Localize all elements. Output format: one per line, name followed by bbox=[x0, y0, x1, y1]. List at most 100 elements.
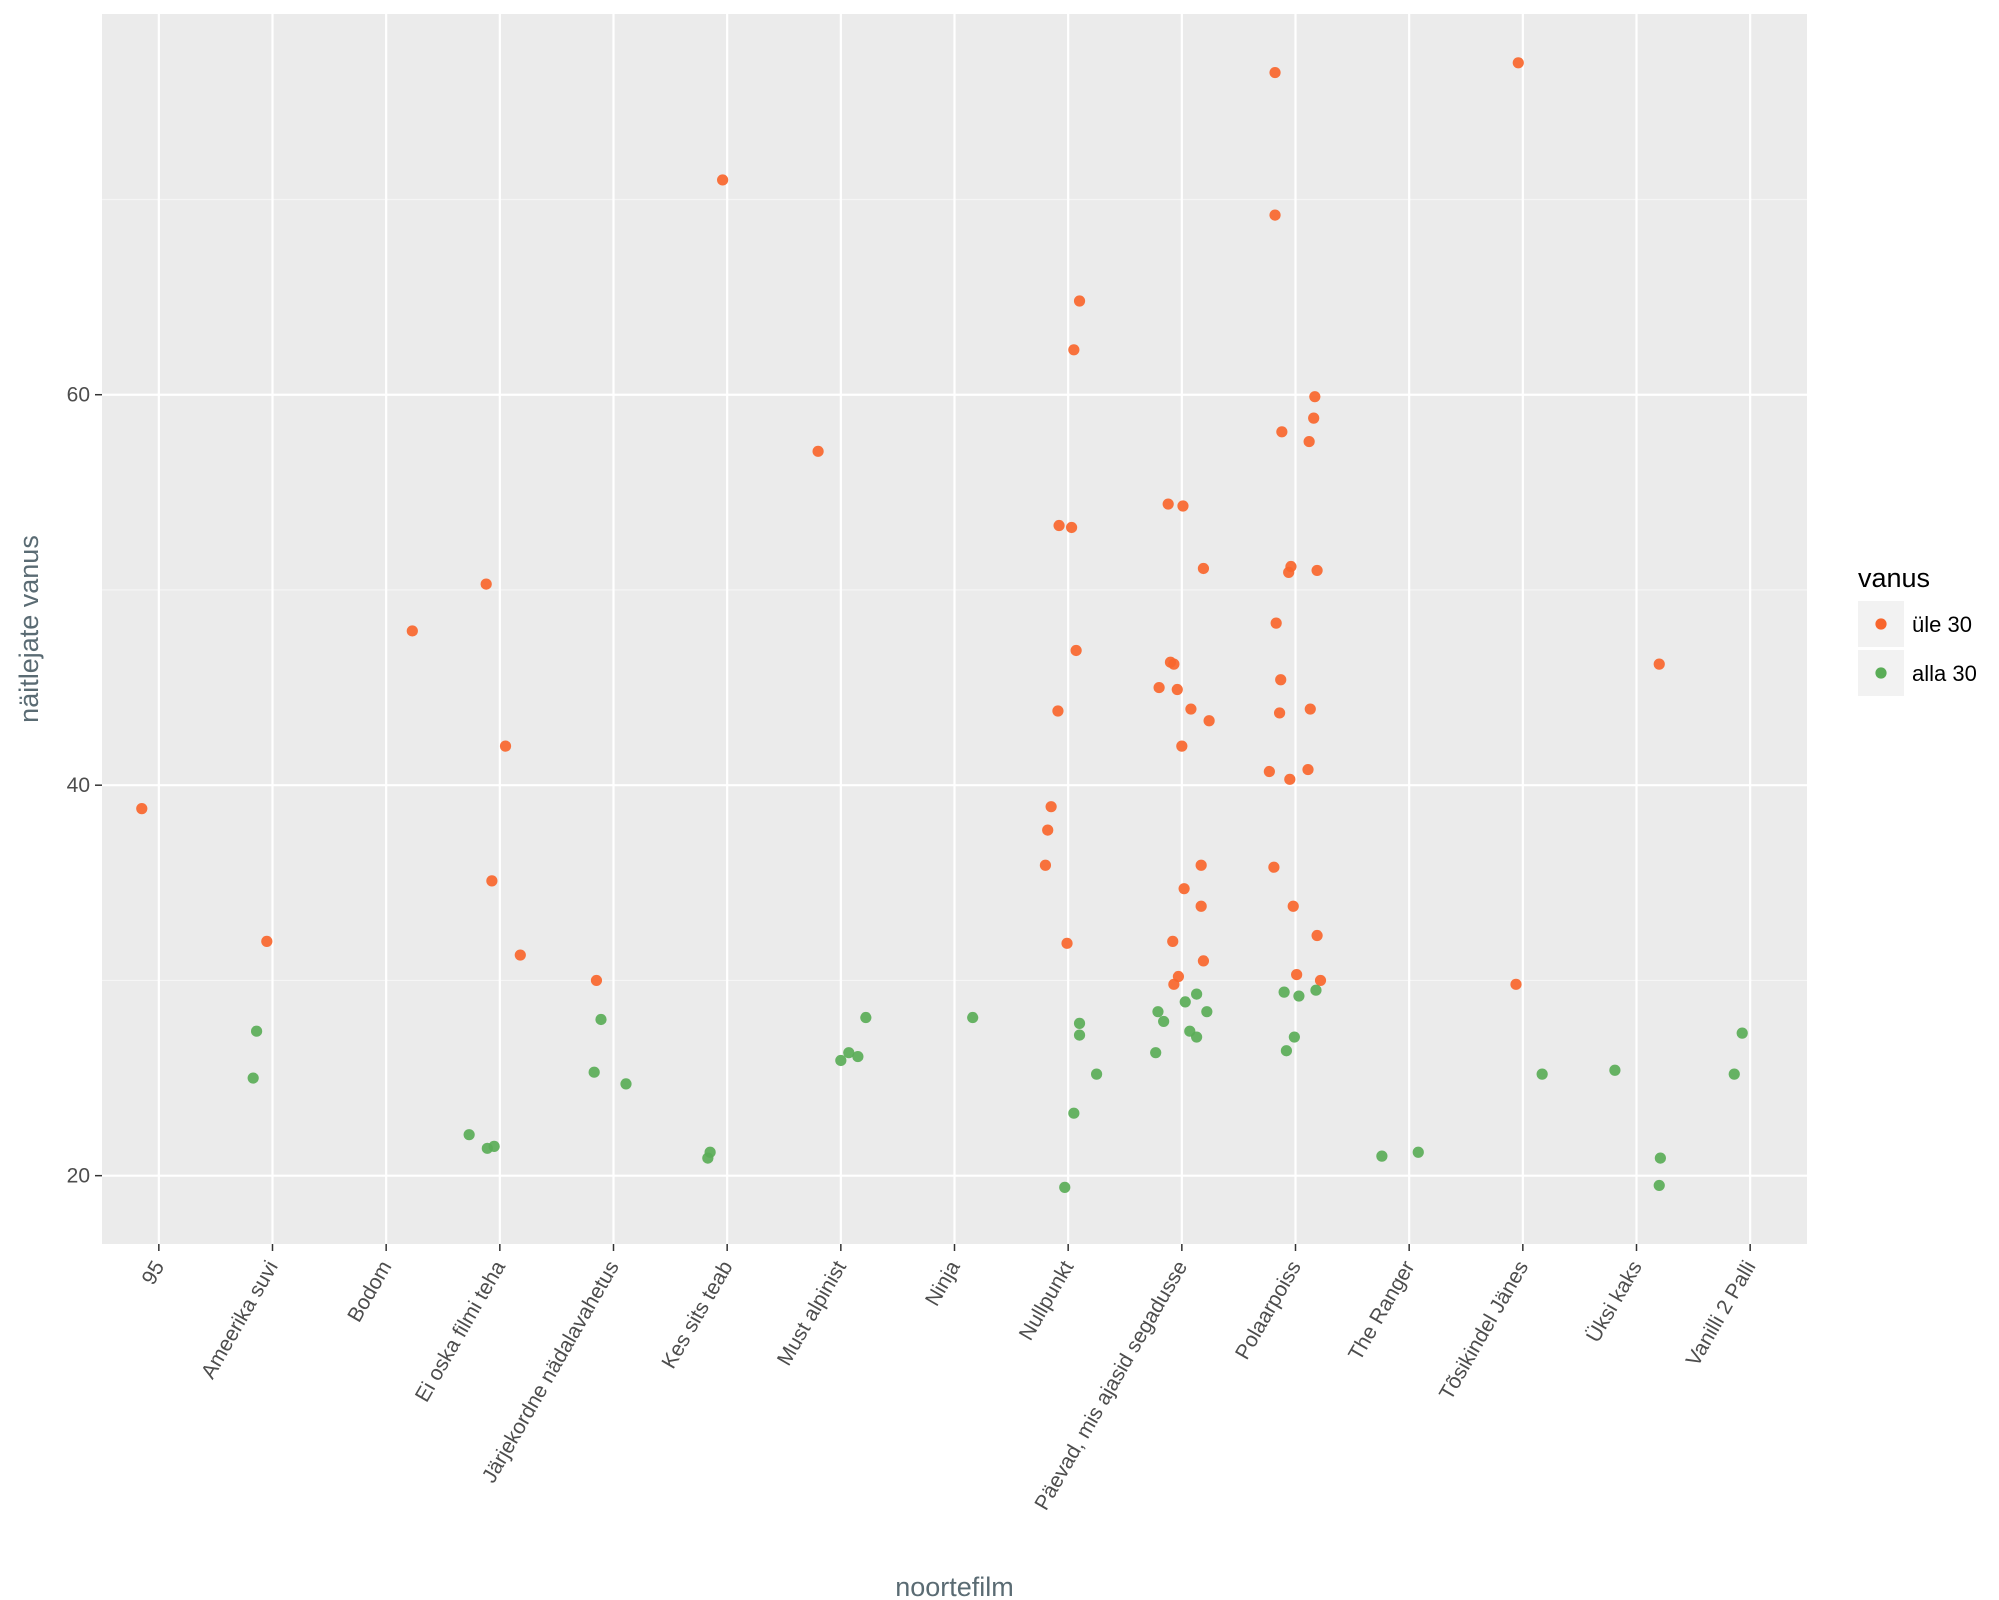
point-0-32 bbox=[1195, 900, 1207, 912]
point-0-19 bbox=[1061, 937, 1073, 949]
point-0-15 bbox=[1052, 705, 1064, 717]
point-1-16 bbox=[1073, 1029, 1086, 1041]
point-1-35 bbox=[1536, 1068, 1548, 1080]
y-tick-label-0: 20 bbox=[67, 1165, 90, 1188]
point-0-37 bbox=[1269, 66, 1281, 79]
legend-title: vanus bbox=[1858, 563, 1930, 593]
x-tick-label-1: Ameerika suvi bbox=[197, 1257, 283, 1383]
point-1-20 bbox=[1152, 1006, 1164, 1018]
point-0-7 bbox=[590, 974, 603, 987]
point-1-26 bbox=[1191, 1031, 1203, 1043]
x-tick-label-10: Polaarpoiss bbox=[1231, 1257, 1306, 1364]
point-1-40 bbox=[1736, 1027, 1748, 1039]
point-0-21 bbox=[1177, 500, 1189, 512]
point-1-31 bbox=[1288, 1031, 1300, 1043]
point-1-6 bbox=[595, 1013, 607, 1026]
x-tick-label-11: The Ranger bbox=[1344, 1257, 1419, 1365]
point-0-58 bbox=[1512, 57, 1524, 69]
point-0-10 bbox=[1073, 295, 1086, 307]
legend: vanus üle 30 alla 30 bbox=[1858, 563, 1977, 696]
point-0-25 bbox=[1153, 681, 1165, 694]
legend-marker-0 bbox=[1875, 618, 1887, 630]
x-tick-label-3: Ei oska filmi teha bbox=[411, 1257, 510, 1406]
point-1-10 bbox=[835, 1054, 847, 1067]
point-1-27 bbox=[1150, 1047, 1162, 1059]
x-axis-title: noortefilm bbox=[895, 1572, 1014, 1600]
point-0-18 bbox=[1039, 859, 1052, 871]
point-0-44 bbox=[1283, 566, 1295, 578]
point-0-57 bbox=[1314, 974, 1327, 987]
point-0-5 bbox=[486, 875, 498, 887]
point-0-28 bbox=[1203, 715, 1215, 727]
point-1-22 bbox=[1191, 988, 1203, 1000]
y-tick-label-1: 40 bbox=[67, 774, 90, 797]
point-0-31 bbox=[1178, 883, 1190, 895]
legend-label-0: üle 30 bbox=[1912, 612, 1972, 637]
point-0-4 bbox=[499, 740, 512, 752]
point-0-55 bbox=[1311, 929, 1323, 942]
point-0-22 bbox=[1197, 562, 1210, 575]
legend-marker-1 bbox=[1875, 667, 1887, 679]
point-0-51 bbox=[1302, 763, 1314, 776]
point-1-23 bbox=[1179, 996, 1191, 1008]
point-1-33 bbox=[1376, 1150, 1388, 1162]
y-axis-title: näitlejate vanus bbox=[14, 535, 44, 723]
point-0-8 bbox=[717, 174, 729, 186]
point-1-9 bbox=[702, 1152, 714, 1164]
x-tick-label-4: Järjekordne nädalavahetus bbox=[478, 1257, 624, 1487]
point-0-53 bbox=[1268, 861, 1280, 873]
point-0-17 bbox=[1042, 824, 1054, 836]
x-tick-label-12: Tõsikindel Jänes bbox=[1435, 1257, 1533, 1404]
point-0-3 bbox=[480, 578, 492, 590]
point-1-5 bbox=[588, 1066, 600, 1078]
point-0-56 bbox=[1291, 968, 1303, 981]
x-tick-label-13: Üksi kaks bbox=[1582, 1257, 1647, 1346]
major-gridlines bbox=[102, 14, 1807, 1244]
point-1-34 bbox=[1412, 1146, 1424, 1158]
point-1-37 bbox=[1654, 1152, 1666, 1164]
x-tick-label-0: 95 bbox=[138, 1257, 170, 1289]
point-1-4 bbox=[488, 1140, 500, 1152]
point-1-12 bbox=[852, 1050, 864, 1063]
point-0-12 bbox=[1053, 519, 1065, 532]
point-1-7 bbox=[620, 1078, 632, 1090]
point-0-45 bbox=[1311, 564, 1323, 577]
point-0-1 bbox=[261, 935, 273, 947]
point-1-21 bbox=[1158, 1015, 1170, 1028]
point-0-14 bbox=[1070, 644, 1082, 657]
legend-label-1: alla 30 bbox=[1912, 661, 1977, 686]
point-1-28 bbox=[1278, 986, 1290, 998]
point-0-42 bbox=[1303, 435, 1315, 448]
x-tick-label-14: Vanilli 2 Palli bbox=[1682, 1257, 1761, 1370]
point-0-50 bbox=[1263, 765, 1275, 778]
point-1-14 bbox=[967, 1011, 979, 1024]
point-0-39 bbox=[1309, 391, 1321, 403]
point-0-54 bbox=[1287, 900, 1299, 912]
point-1-38 bbox=[1653, 1179, 1665, 1192]
point-0-52 bbox=[1284, 773, 1296, 785]
point-0-27 bbox=[1185, 703, 1197, 715]
point-0-60 bbox=[1653, 658, 1665, 670]
point-1-1 bbox=[247, 1072, 259, 1084]
point-0-16 bbox=[1045, 801, 1057, 813]
point-0-47 bbox=[1275, 674, 1287, 686]
point-1-39 bbox=[1728, 1068, 1740, 1080]
x-axis: 95 Ameerika suvi Bodom Ei oska filmi tehaJä… bbox=[138, 1244, 1761, 1514]
point-1-13 bbox=[860, 1011, 872, 1024]
point-0-59 bbox=[1510, 978, 1522, 990]
point-0-2 bbox=[406, 625, 418, 637]
point-0-24 bbox=[1168, 658, 1180, 670]
point-1-11 bbox=[843, 1047, 855, 1059]
point-1-29 bbox=[1293, 990, 1305, 1002]
point-1-2 bbox=[463, 1129, 475, 1141]
point-1-32 bbox=[1280, 1045, 1293, 1057]
x-tick-label-8: Nullpunkt bbox=[1015, 1257, 1079, 1344]
x-tick-label-2: Bodom bbox=[343, 1257, 396, 1326]
point-0-40 bbox=[1308, 412, 1320, 424]
point-1-36 bbox=[1609, 1064, 1621, 1076]
point-0-30 bbox=[1195, 859, 1207, 871]
point-0-9 bbox=[812, 445, 824, 457]
y-axis: 20 40 60 bbox=[67, 384, 102, 1188]
point-0-26 bbox=[1171, 683, 1183, 696]
point-0-41 bbox=[1276, 426, 1288, 438]
